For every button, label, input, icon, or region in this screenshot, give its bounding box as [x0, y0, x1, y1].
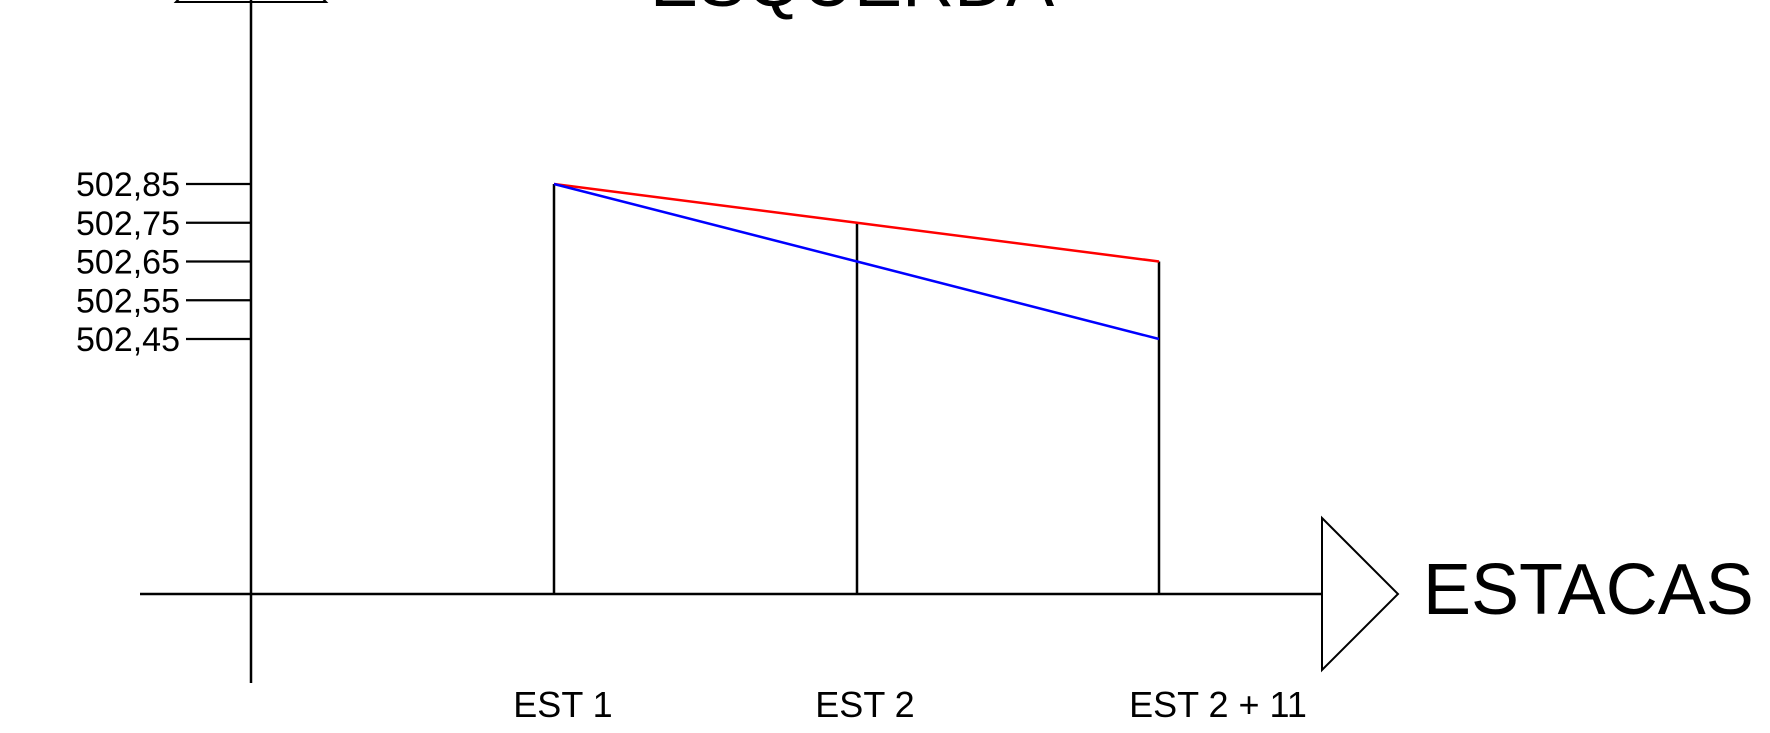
y-tick-label: 502,75 — [76, 205, 180, 243]
x-axis-arrowhead — [1322, 518, 1398, 670]
station-lines: EST 1 EST 2 EST 2 + 11 — [513, 184, 1307, 725]
y-tick-label: 502,85 — [76, 166, 180, 204]
x-axis-title: ESTACAS — [1423, 550, 1754, 630]
chart-title: ESQUERDA — [650, 0, 1054, 22]
x-tick-label: EST 2 — [815, 684, 914, 725]
y-tick-label: 502,45 — [76, 321, 180, 359]
y-tick-label: 502,55 — [76, 282, 180, 320]
x-tick-label: EST 1 — [513, 684, 612, 725]
y-tick-label: 502,65 — [76, 244, 180, 282]
x-tick-label: EST 2 + 11 — [1129, 684, 1307, 725]
